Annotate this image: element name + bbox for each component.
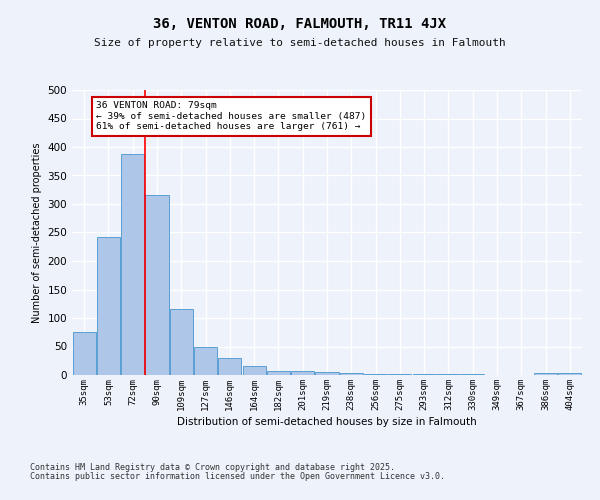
Bar bbox=[267, 371, 290, 375]
Bar bbox=[170, 310, 193, 375]
X-axis label: Distribution of semi-detached houses by size in Falmouth: Distribution of semi-detached houses by … bbox=[177, 417, 477, 427]
Bar bbox=[340, 374, 363, 375]
Bar bbox=[388, 374, 412, 375]
Bar bbox=[145, 196, 169, 375]
Text: Size of property relative to semi-detached houses in Falmouth: Size of property relative to semi-detach… bbox=[94, 38, 506, 48]
Bar bbox=[413, 374, 436, 375]
Text: 36 VENTON ROAD: 79sqm
← 39% of semi-detached houses are smaller (487)
61% of sem: 36 VENTON ROAD: 79sqm ← 39% of semi-deta… bbox=[96, 102, 367, 131]
Bar bbox=[364, 374, 387, 375]
Bar bbox=[461, 374, 484, 375]
Bar bbox=[559, 372, 581, 375]
Y-axis label: Number of semi-detached properties: Number of semi-detached properties bbox=[32, 142, 42, 323]
Bar bbox=[534, 372, 557, 375]
Bar bbox=[97, 237, 120, 375]
Bar bbox=[437, 374, 460, 375]
Bar bbox=[291, 371, 314, 375]
Bar bbox=[73, 332, 95, 375]
Bar bbox=[218, 358, 241, 375]
Bar bbox=[121, 154, 144, 375]
Bar bbox=[242, 366, 266, 375]
Text: 36, VENTON ROAD, FALMOUTH, TR11 4JX: 36, VENTON ROAD, FALMOUTH, TR11 4JX bbox=[154, 18, 446, 32]
Bar bbox=[194, 346, 217, 375]
Bar bbox=[316, 372, 338, 375]
Text: Contains HM Land Registry data © Crown copyright and database right 2025.: Contains HM Land Registry data © Crown c… bbox=[30, 464, 395, 472]
Text: Contains public sector information licensed under the Open Government Licence v3: Contains public sector information licen… bbox=[30, 472, 445, 481]
